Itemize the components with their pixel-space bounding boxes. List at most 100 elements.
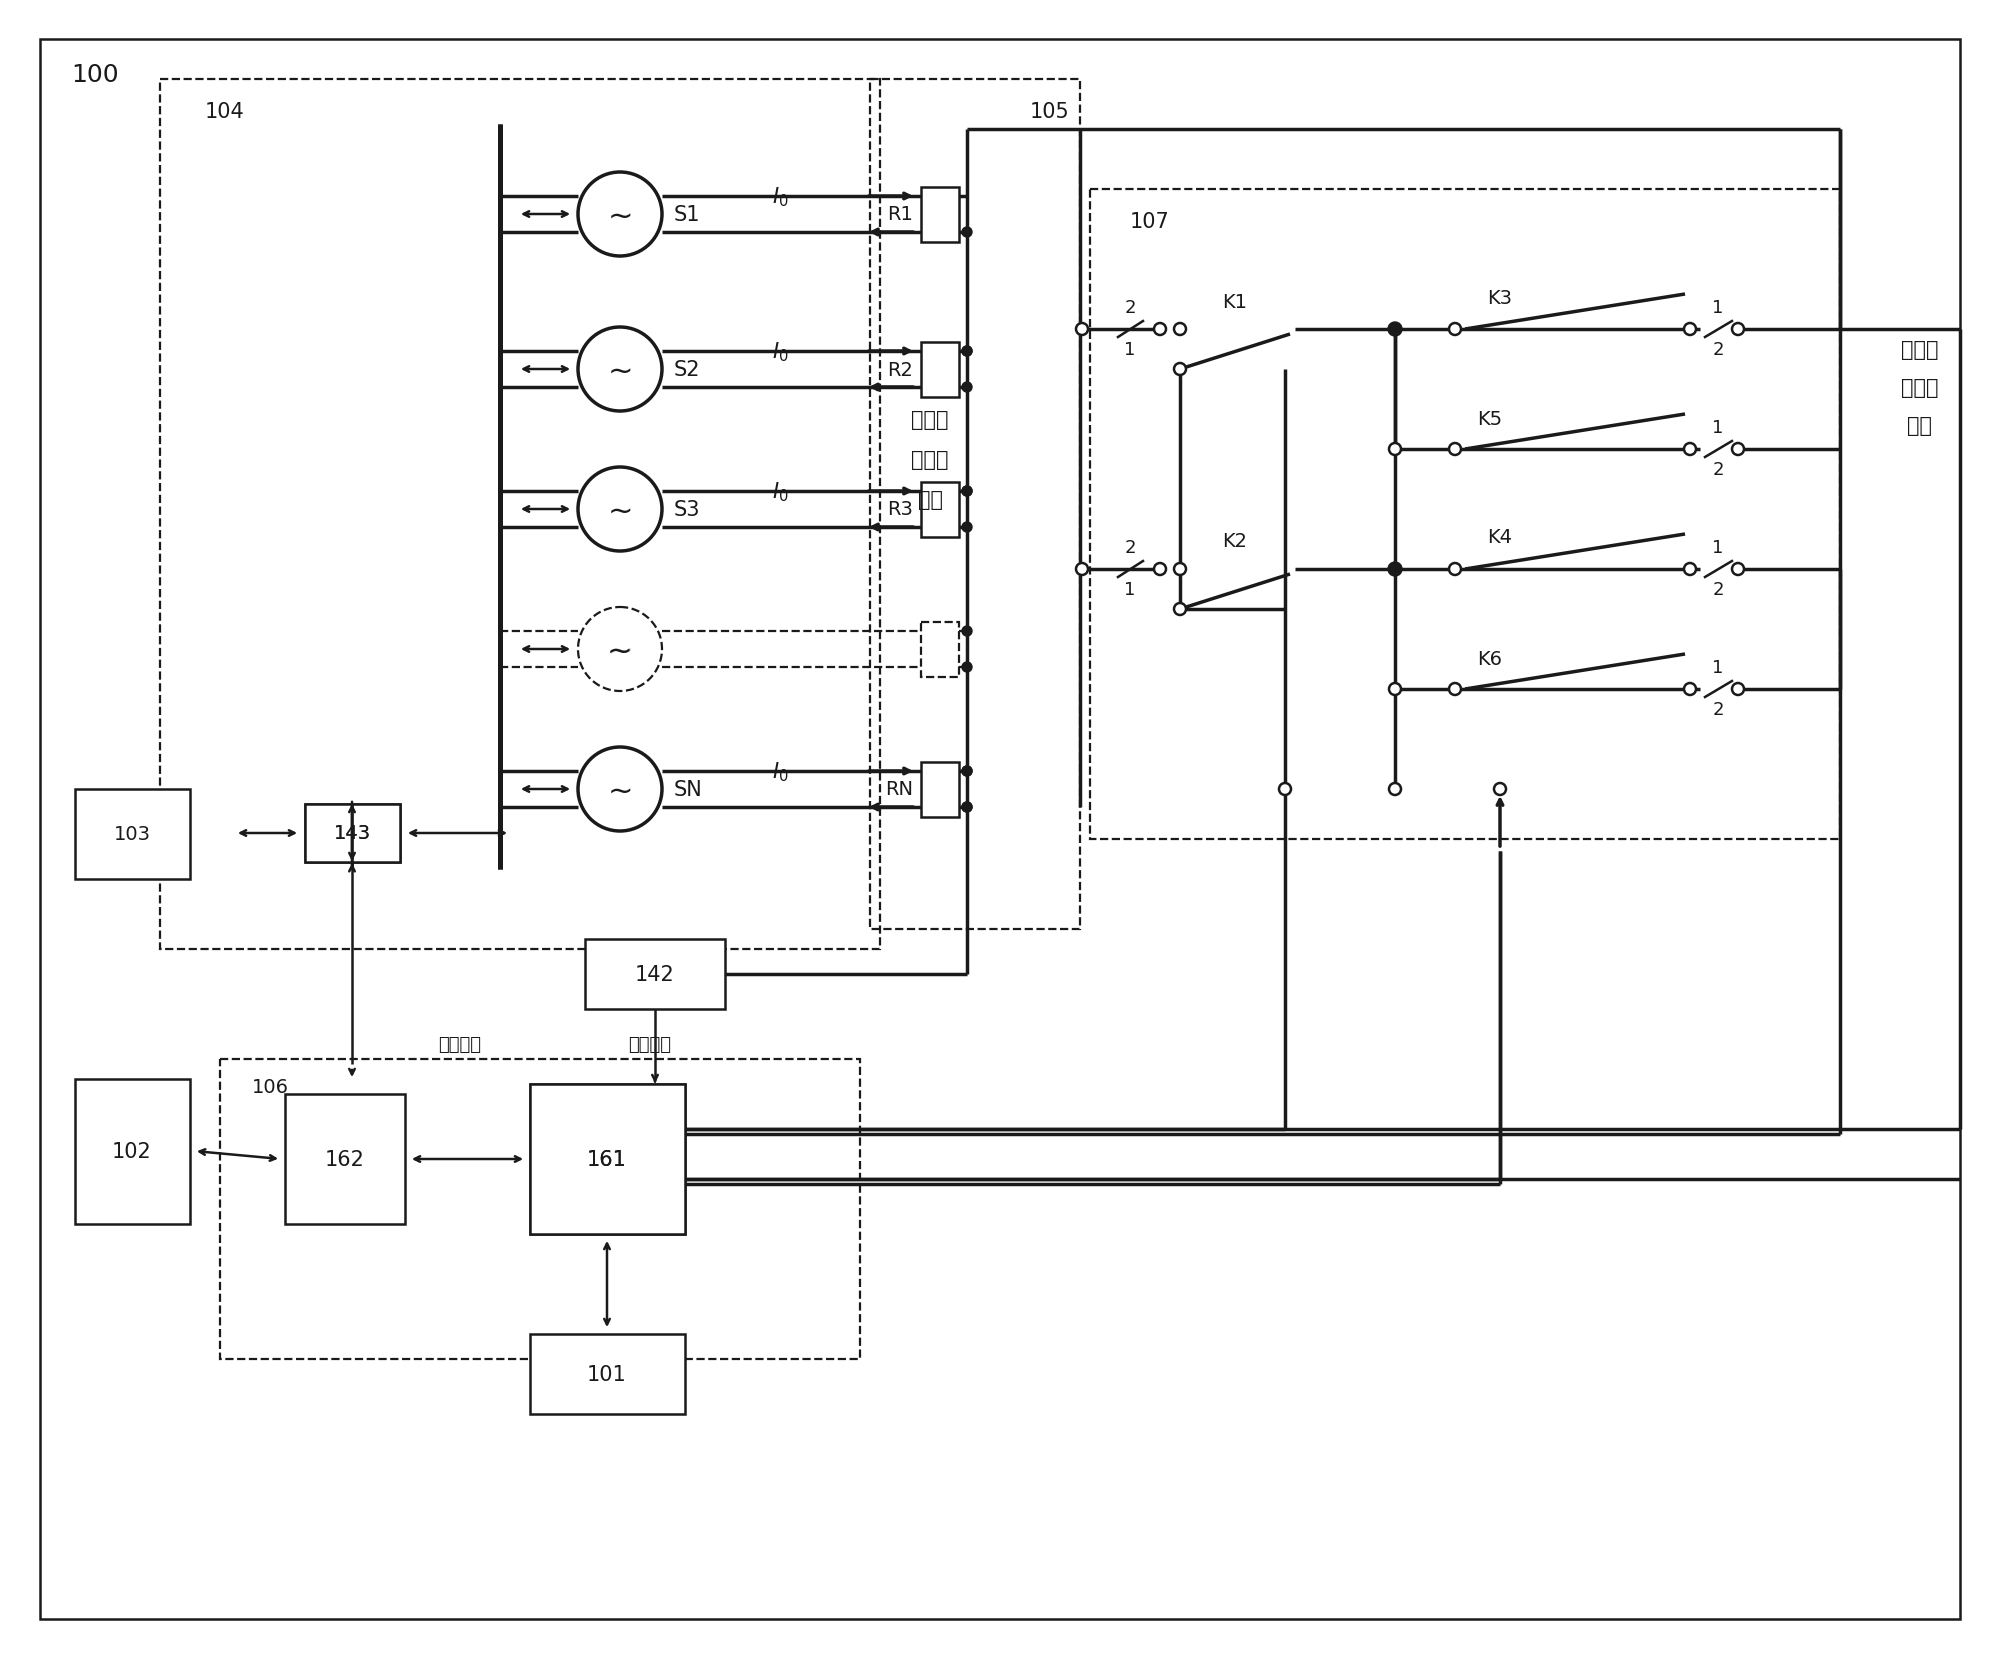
- Text: 信号: 信号: [917, 489, 943, 509]
- Circle shape: [961, 346, 971, 356]
- Text: 压波形: 压波形: [1901, 378, 1939, 398]
- Text: K2: K2: [1222, 532, 1248, 551]
- Circle shape: [961, 383, 971, 393]
- Circle shape: [1494, 784, 1506, 795]
- Circle shape: [961, 802, 971, 812]
- Text: $I_0$: $I_0$: [771, 185, 789, 208]
- Text: 2: 2: [1713, 341, 1725, 359]
- Text: 101: 101: [587, 1364, 627, 1384]
- Bar: [304, 804, 401, 862]
- Circle shape: [1733, 684, 1745, 696]
- Circle shape: [1685, 564, 1697, 576]
- Text: K6: K6: [1478, 651, 1502, 669]
- Text: 过零脉冲: 过零脉冲: [439, 1035, 481, 1053]
- Circle shape: [961, 486, 971, 496]
- Circle shape: [1076, 324, 1088, 336]
- Circle shape: [961, 522, 971, 532]
- Circle shape: [1388, 444, 1400, 456]
- Circle shape: [961, 662, 971, 672]
- Text: 143: 143: [332, 824, 371, 844]
- Text: 台阶脉冲: 台阶脉冲: [629, 1035, 671, 1053]
- Text: $I_0$: $I_0$: [771, 479, 789, 504]
- Bar: [921, 483, 959, 537]
- Circle shape: [1448, 444, 1460, 456]
- Text: 1: 1: [1124, 341, 1136, 359]
- Circle shape: [1388, 323, 1402, 336]
- Text: RN: RN: [885, 780, 913, 799]
- Text: R1: R1: [887, 205, 913, 225]
- Text: 1: 1: [1713, 539, 1725, 557]
- Bar: [531, 1085, 685, 1235]
- Text: 待测电: 待测电: [1901, 339, 1939, 359]
- Text: 1: 1: [1713, 419, 1725, 436]
- Bar: [74, 789, 190, 880]
- Circle shape: [961, 346, 971, 356]
- Circle shape: [1280, 784, 1292, 795]
- Text: 1: 1: [1713, 300, 1725, 316]
- Text: 信号: 信号: [1907, 416, 1933, 436]
- Text: 105: 105: [1030, 102, 1070, 121]
- Text: S3: S3: [673, 499, 701, 519]
- Text: 1: 1: [1713, 659, 1725, 677]
- Bar: [869, 80, 1080, 930]
- Text: 161: 161: [587, 1150, 627, 1170]
- Text: $I_0$: $I_0$: [771, 339, 789, 363]
- Text: 102: 102: [112, 1142, 152, 1161]
- Text: 2: 2: [1713, 581, 1725, 599]
- Circle shape: [1174, 364, 1186, 376]
- Text: S2: S2: [673, 359, 701, 379]
- Bar: [220, 1060, 859, 1359]
- Circle shape: [1076, 564, 1088, 576]
- Circle shape: [1733, 564, 1745, 576]
- Text: ~: ~: [607, 203, 633, 231]
- Text: SN: SN: [673, 779, 703, 799]
- Circle shape: [961, 228, 971, 238]
- Circle shape: [1388, 562, 1402, 577]
- Bar: [304, 804, 401, 862]
- Circle shape: [1174, 324, 1186, 336]
- Circle shape: [1733, 444, 1745, 456]
- Text: 103: 103: [114, 825, 150, 844]
- Text: 143: 143: [332, 824, 371, 844]
- Bar: [284, 1095, 405, 1225]
- Text: 2: 2: [1124, 539, 1136, 557]
- Text: 100: 100: [72, 63, 118, 87]
- Text: K1: K1: [1222, 293, 1248, 311]
- Circle shape: [1174, 564, 1186, 576]
- Circle shape: [1388, 784, 1400, 795]
- Text: 106: 106: [252, 1078, 288, 1097]
- Circle shape: [961, 627, 971, 637]
- Text: 阶波形: 阶波形: [911, 449, 949, 469]
- Circle shape: [1685, 684, 1697, 696]
- Circle shape: [1733, 324, 1745, 336]
- Bar: [921, 622, 959, 677]
- Bar: [531, 1085, 685, 1235]
- Text: 161: 161: [587, 1150, 627, 1170]
- Text: S1: S1: [673, 205, 701, 225]
- Text: 107: 107: [1130, 211, 1170, 231]
- Text: K3: K3: [1488, 288, 1512, 308]
- Text: K5: K5: [1478, 411, 1502, 429]
- Circle shape: [961, 767, 971, 777]
- Text: ~: ~: [607, 777, 633, 805]
- Text: R3: R3: [887, 501, 913, 519]
- Text: ~: ~: [607, 637, 633, 666]
- Circle shape: [1448, 564, 1460, 576]
- Circle shape: [1448, 324, 1460, 336]
- Text: ~: ~: [607, 637, 633, 666]
- Text: 142: 142: [635, 965, 675, 985]
- Text: 1: 1: [1124, 581, 1136, 599]
- Circle shape: [1174, 604, 1186, 616]
- Circle shape: [1448, 684, 1460, 696]
- Text: $I_0$: $I_0$: [771, 760, 789, 784]
- Text: ~: ~: [607, 358, 633, 386]
- Bar: [74, 1080, 190, 1225]
- Circle shape: [1685, 444, 1697, 456]
- Bar: [1090, 190, 1841, 840]
- Circle shape: [961, 486, 971, 496]
- Text: R2: R2: [887, 361, 913, 379]
- Bar: [921, 188, 959, 243]
- Text: ~: ~: [607, 498, 633, 526]
- Text: 电压台: 电压台: [911, 409, 949, 429]
- Bar: [921, 762, 959, 817]
